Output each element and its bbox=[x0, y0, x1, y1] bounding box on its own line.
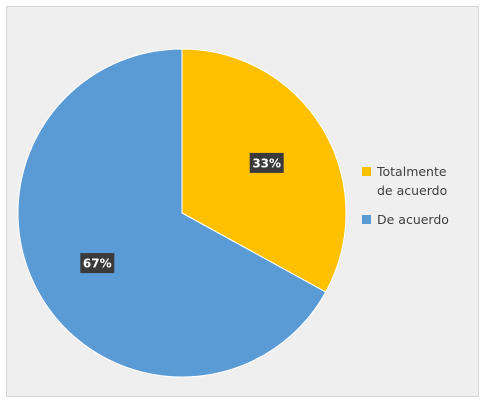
data-label-de-acuerdo-text: 67% bbox=[83, 257, 112, 271]
data-label-totalmente-de-acuerdo: 33% bbox=[249, 152, 284, 173]
data-label-de-acuerdo-box bbox=[80, 253, 115, 274]
legend-swatch-totalmente-de-acuerdo bbox=[362, 167, 371, 176]
data-labels: 33% 67% bbox=[80, 152, 284, 274]
legend-label-totalmente-line1: Totalmente bbox=[377, 164, 447, 179]
slice-de-acuerdo bbox=[17, 48, 327, 378]
data-label-totalmente-de-acuerdo-box bbox=[249, 152, 284, 173]
legend-label-de-acuerdo: De acuerdo bbox=[377, 212, 449, 227]
legend-label-totalmente-line2: de acuerdo bbox=[377, 183, 448, 198]
legend-swatch-de-acuerdo bbox=[362, 215, 371, 224]
pie-slices bbox=[17, 48, 347, 378]
legend-item-de-acuerdo: De acuerdo bbox=[362, 210, 460, 229]
legend-item-totalmente-de-acuerdo: Totalmente de acuerdo bbox=[362, 162, 460, 200]
data-label-de-acuerdo: 67% bbox=[80, 253, 115, 274]
legend: Totalmente de acuerdo De acuerdo bbox=[362, 162, 460, 239]
data-label-totalmente-de-acuerdo-text: 33% bbox=[252, 156, 281, 170]
